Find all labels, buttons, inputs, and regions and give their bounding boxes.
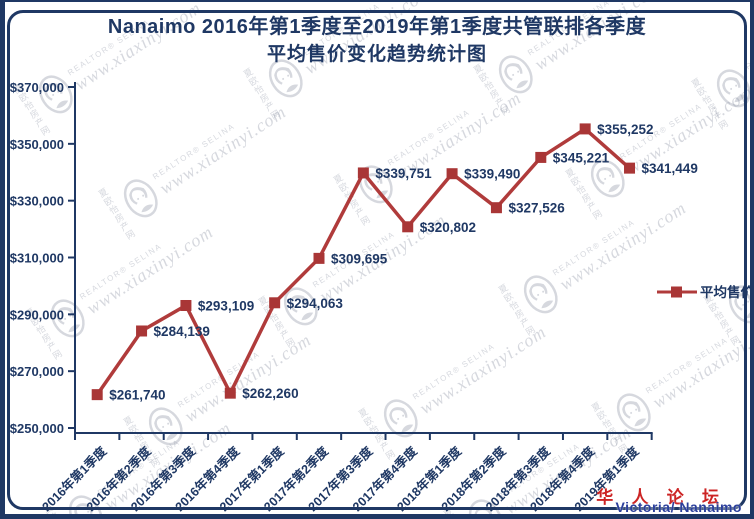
woman-portrait-logo-icon [148,407,183,446]
woman-portrait-logo-icon [498,55,533,94]
y-tick-label: $290,000 [10,307,64,322]
woman-portrait-logo-icon [616,393,651,432]
data-label: $345,221 [553,150,610,165]
woman-portrait-logo-icon [268,59,303,98]
card-edge-top [0,0,754,2]
data-label: $339,751 [375,166,432,181]
woman-portrait-logo-icon [123,179,158,218]
data-point-marker [136,325,148,337]
y-tick-label: $370,000 [10,80,64,95]
location-signature: Victoria/ Nanaimo [615,499,742,515]
data-point-marker [579,123,591,135]
card-edge-left [0,0,5,519]
data-label: $320,802 [420,220,476,235]
data-point-marker [490,202,502,214]
data-label: $293,109 [198,298,254,313]
data-label: $262,260 [242,386,298,401]
woman-portrait-logo-icon [523,275,558,314]
chart-title-line1: Nanaimo 2016年第1季度至2019年第1季度共管联排各季度 [107,16,647,38]
data-label: $355,252 [597,122,653,137]
data-point-marker [357,167,369,179]
data-label: $294,063 [287,296,344,311]
card-edge-bottom [0,514,754,519]
woman-portrait-logo-icon [383,399,418,438]
data-point-marker [624,162,636,174]
y-tick-label: $250,000 [10,421,64,436]
data-label: $339,490 [464,167,520,182]
data-point-marker [180,299,192,311]
y-tick-label: $310,000 [10,251,64,266]
legend-label: 平均售价 [700,284,754,300]
data-label: $341,449 [642,161,698,176]
data-point-marker [224,387,236,399]
data-label: $261,740 [109,388,165,403]
y-tick-label: $350,000 [10,137,64,152]
y-tick-label: $330,000 [10,194,64,209]
data-point-marker [402,221,414,233]
data-point-marker [269,297,281,309]
legend-marker [671,286,682,298]
data-point-marker [313,252,325,264]
data-label: $327,526 [508,201,565,216]
chart-title-line2: 平均售价变化趋势统计图 [266,44,487,65]
data-label: $309,695 [331,251,388,266]
chart-title: Nanaimo 2016年第1季度至2019年第1季度共管联排各季度 平均售价变… [20,13,734,69]
woman-portrait-logo-icon [283,287,318,326]
woman-portrait-logo-icon [38,75,73,114]
data-point-marker [535,151,547,163]
data-point-marker [91,389,103,401]
data-label: $284,139 [154,324,210,339]
card-edge-right [750,0,754,519]
data-point-marker [446,168,458,180]
woman-portrait-logo-icon [590,159,625,198]
y-tick-label: $270,000 [10,364,64,379]
forum-signature: 华 人 论 坛 [596,488,726,507]
